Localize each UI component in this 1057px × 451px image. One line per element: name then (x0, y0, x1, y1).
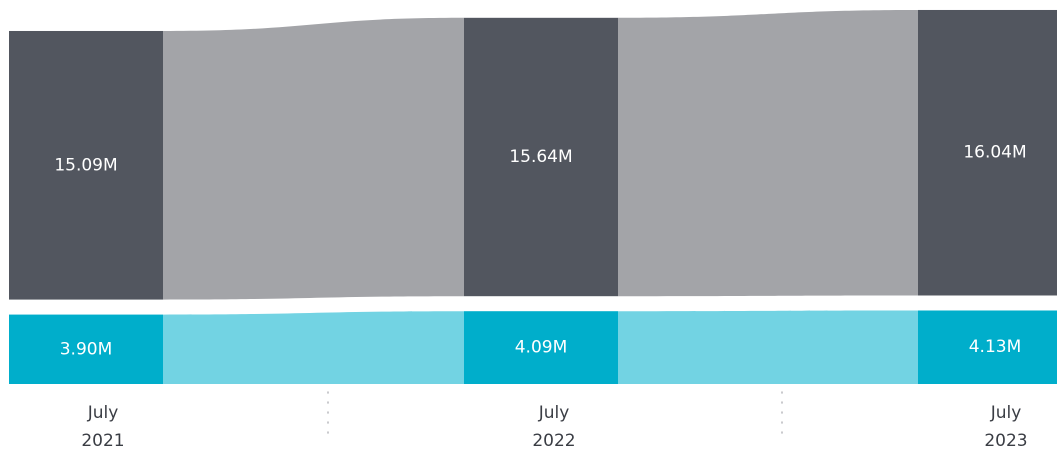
x-tick-label-1: July 2022 (532, 403, 575, 451)
value-label-bottom-1: 4.09M (515, 338, 568, 358)
bar-bottom-1[interactable] (464, 311, 618, 384)
value-label-top-0: 15.09M (54, 155, 117, 175)
value-label-layer: 15.09M 3.90M 15.64M 4.09M 16.04M 4.13M (54, 143, 1026, 360)
ribbon-bottom-1 (618, 310, 918, 384)
ribbon-layer (163, 9, 918, 384)
separator-layer (327, 391, 783, 443)
bar-top-2[interactable] (918, 9, 1057, 296)
value-label-top-1: 15.64M (509, 147, 572, 167)
ribbon-top-0 (163, 17, 464, 300)
bar-top-0[interactable] (9, 30, 163, 300)
ribbon-top-1 (618, 9, 918, 297)
x-tick-label-0: July 2021 (81, 403, 124, 451)
bar-layer (9, 9, 1057, 384)
x-tick-label-2: July 2023 (984, 403, 1027, 451)
x-axis: July 2021 July 2022 July 2023 (81, 403, 1027, 451)
value-label-top-2: 16.04M (963, 143, 1026, 163)
value-label-bottom-2: 4.13M (969, 337, 1022, 357)
bar-bottom-0[interactable] (9, 314, 163, 384)
ribbon-bottom-0 (163, 311, 464, 384)
bar-bottom-2[interactable] (918, 310, 1057, 384)
value-label-bottom-0: 3.90M (60, 339, 113, 359)
bar-top-1[interactable] (464, 17, 618, 297)
